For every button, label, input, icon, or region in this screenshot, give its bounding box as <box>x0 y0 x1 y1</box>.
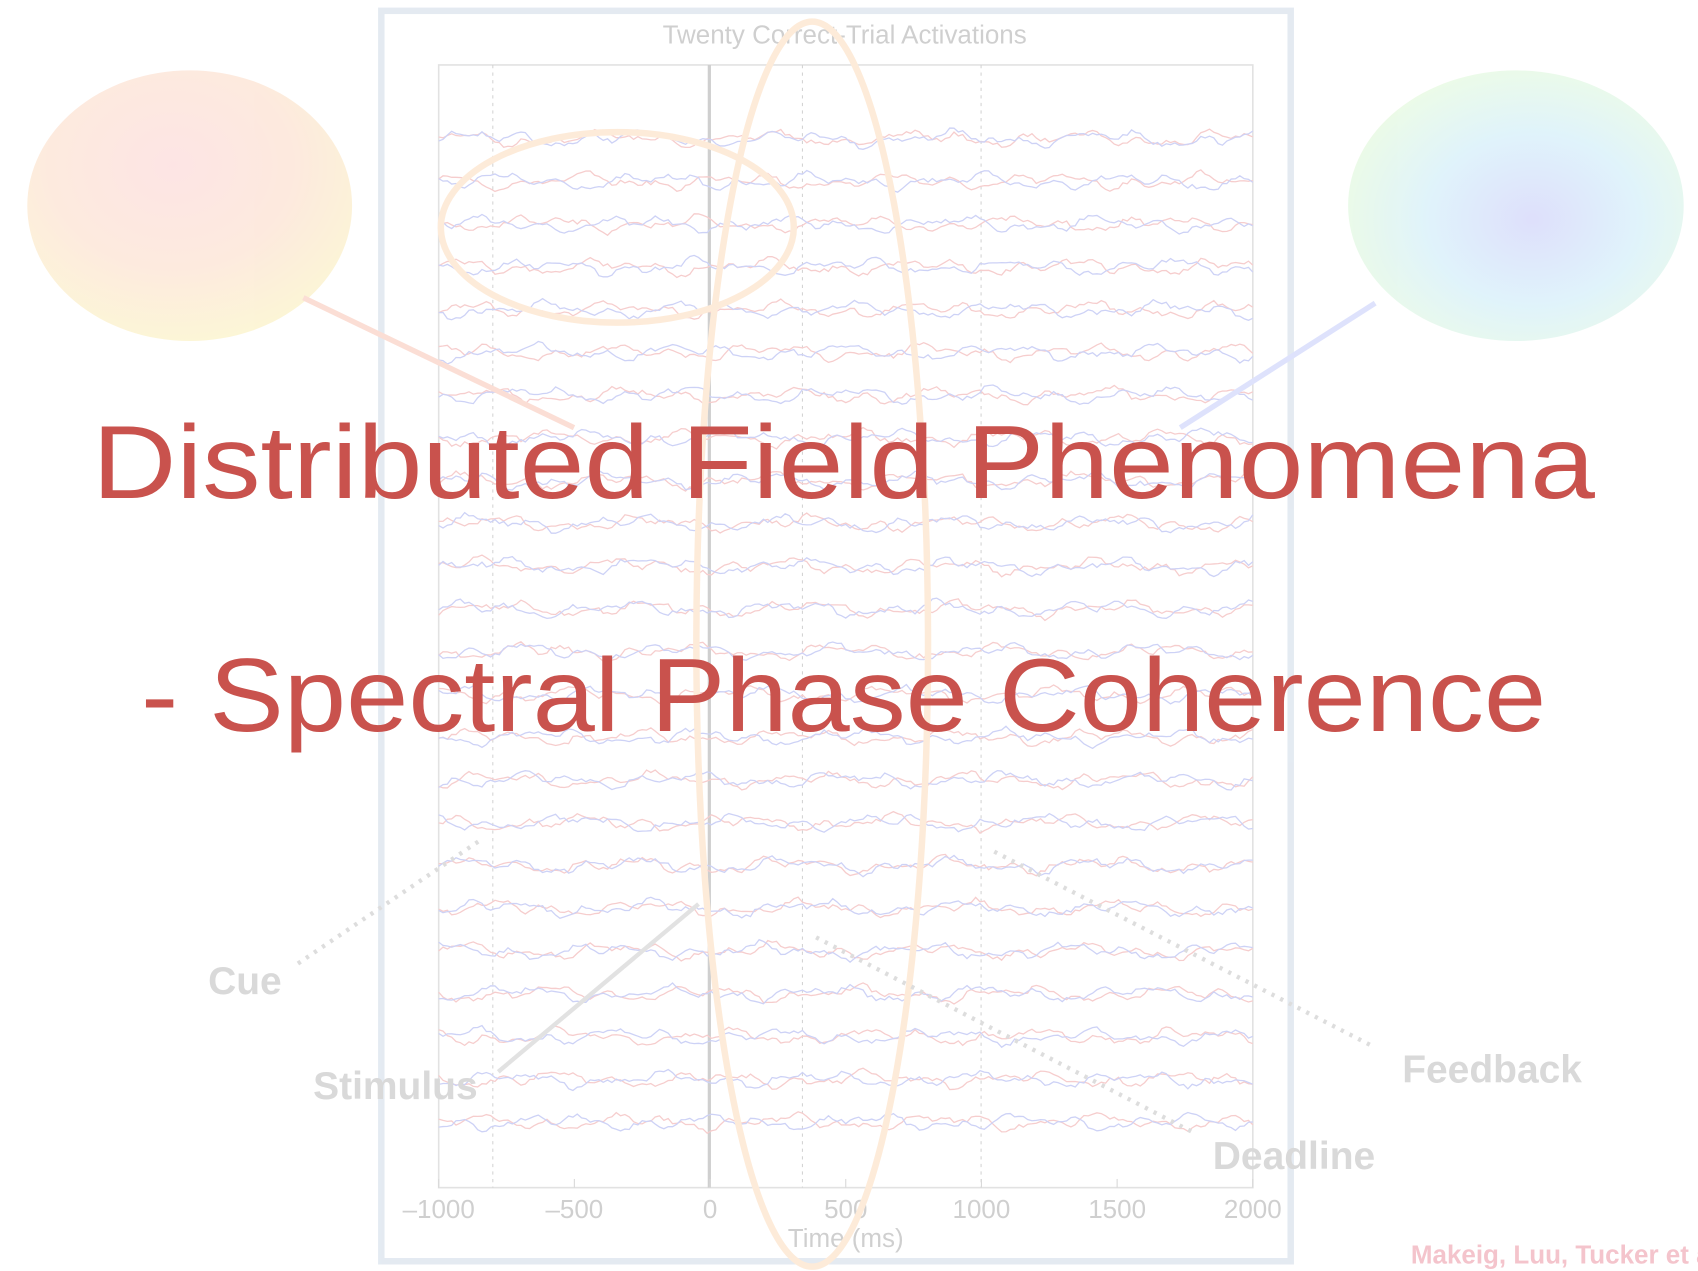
slide-title: - Spectral Phase Coherence <box>141 638 1546 754</box>
trace <box>438 213 1253 237</box>
trace <box>438 1068 1254 1092</box>
slide-title: Distributed Field Phenomena <box>92 405 1595 521</box>
scalp-map-left <box>27 70 353 342</box>
traces <box>438 127 1254 1134</box>
annotation-label: Cue <box>208 960 282 1003</box>
trace <box>438 512 1254 534</box>
trace <box>438 683 1254 705</box>
trace <box>438 896 1254 919</box>
x-ticks: –1000 –500 0 500 1000 1500 2000 <box>403 1178 1282 1224</box>
trace <box>438 1111 1253 1133</box>
trace <box>438 554 1254 578</box>
trace <box>438 769 1253 791</box>
trace <box>438 384 1254 406</box>
trace <box>438 597 1254 620</box>
x-tick-label: 1500 <box>1088 1194 1146 1224</box>
scalp-map-right <box>1348 70 1684 342</box>
trace <box>438 298 1254 320</box>
x-tick-label: 0 <box>703 1194 717 1224</box>
trace <box>438 1111 1254 1134</box>
arrow <box>813 934 1193 1134</box>
x-tick-label: 500 <box>824 1194 867 1224</box>
trace <box>438 469 1254 492</box>
trace <box>438 127 1254 150</box>
trace <box>438 128 1254 148</box>
annotation-label: Stimulus <box>313 1065 478 1108</box>
trace <box>438 853 1253 877</box>
trace <box>438 1024 1254 1049</box>
trace <box>438 169 1254 193</box>
trace <box>438 641 1254 661</box>
trace <box>438 256 1254 279</box>
trace <box>438 684 1254 705</box>
trace <box>438 1025 1254 1047</box>
trace <box>438 297 1254 321</box>
arrow <box>296 837 484 966</box>
annotation-label: Feedback <box>1402 1049 1582 1092</box>
trace <box>438 598 1253 622</box>
trace <box>438 896 1254 920</box>
trace <box>438 1067 1253 1091</box>
x-tick-label: 2000 <box>1224 1194 1282 1224</box>
trace <box>438 727 1254 748</box>
trace <box>438 169 1253 193</box>
plot-frame <box>437 64 1254 1189</box>
arrow <box>302 295 576 431</box>
arrow <box>989 847 1371 1047</box>
trace <box>438 854 1253 878</box>
arrow <box>496 902 700 1074</box>
trace <box>438 341 1254 364</box>
trace <box>438 511 1254 534</box>
trace <box>438 725 1253 750</box>
trace <box>438 982 1253 1005</box>
trace <box>438 470 1253 492</box>
trace <box>438 555 1254 578</box>
trace <box>438 641 1253 662</box>
trace <box>438 254 1254 278</box>
x-tick-label: 1000 <box>953 1194 1011 1224</box>
annotation-label: Deadline <box>1213 1135 1375 1178</box>
chart-title: Twenty Correct-Trial Activations <box>663 19 1027 49</box>
trace <box>438 939 1254 962</box>
x-tick-label: –500 <box>545 1194 603 1224</box>
trace <box>438 982 1253 1005</box>
highlight-ellipse <box>693 18 932 1270</box>
trace <box>438 384 1254 406</box>
highlight-ellipse <box>437 128 798 326</box>
trace <box>438 938 1253 963</box>
trace <box>438 812 1253 833</box>
trace <box>438 810 1253 835</box>
background-figure: Twenty Correct-Trial Activations Time (m… <box>27 7 1684 1270</box>
trace <box>438 340 1254 365</box>
trace <box>438 769 1254 791</box>
x-axis-label: Time (ms) <box>788 1223 904 1253</box>
citation: Makeig, Luu, Tucker et al. <box>1411 1239 1698 1269</box>
figure-frame <box>378 7 1294 1265</box>
trace <box>438 213 1254 235</box>
trace <box>438 426 1253 450</box>
arrow <box>1178 300 1377 430</box>
x-tick-label: –1000 <box>403 1194 475 1224</box>
trace <box>438 426 1253 450</box>
